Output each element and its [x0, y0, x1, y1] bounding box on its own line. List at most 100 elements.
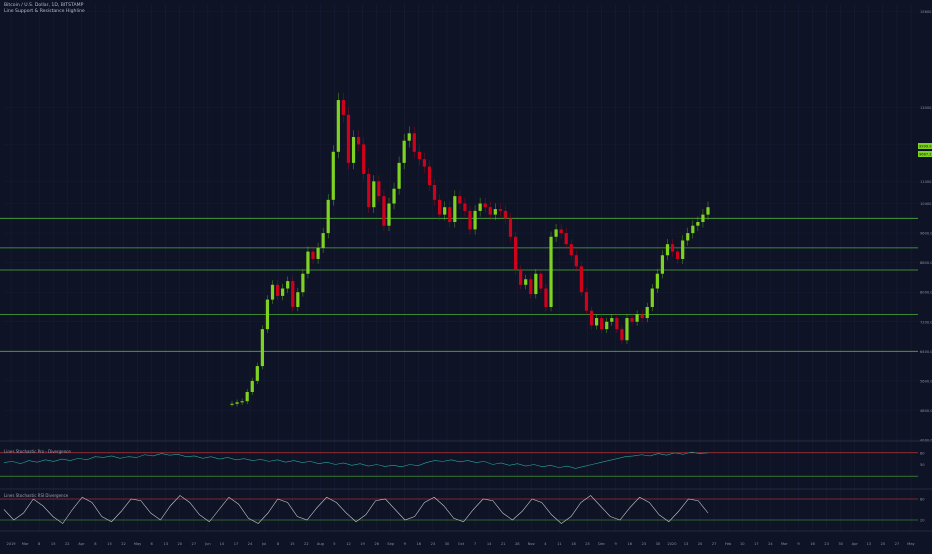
candle-body	[559, 229, 563, 234]
candle-body	[412, 133, 416, 152]
x-tick-label: 20	[881, 542, 886, 546]
x-tick-label: 2020	[667, 542, 677, 546]
x-tick-label: 12	[346, 542, 351, 546]
x-tick-label: 18	[571, 542, 576, 546]
candle-body	[443, 207, 447, 215]
indicator-title: Line Support & Resistance Highline	[4, 9, 85, 14]
candle-body	[529, 279, 533, 295]
candle-body	[488, 207, 492, 215]
candle-body	[519, 270, 523, 285]
price-label-box	[918, 151, 932, 157]
x-tick-label: 22	[304, 542, 309, 546]
candle-body	[564, 233, 568, 245]
candle-body	[245, 391, 249, 402]
candle-body	[432, 185, 437, 200]
candle-body	[701, 214, 705, 222]
candle-body	[600, 318, 604, 330]
candle-body	[367, 173, 371, 208]
x-tick-label: Jun	[204, 542, 211, 546]
x-tick-label: 23	[642, 542, 647, 546]
price-tick-label: 13000.00	[920, 106, 932, 110]
candle-body	[336, 100, 340, 152]
candle-body	[453, 196, 457, 222]
x-tick-label: 10	[220, 542, 225, 546]
candle-body	[377, 181, 381, 197]
x-tick-label: 11	[557, 542, 562, 546]
price-tick-label: 8000.00	[920, 291, 932, 295]
candle-body	[473, 210, 477, 230]
candle-body	[660, 255, 665, 274]
candle-body	[463, 203, 467, 211]
x-tick-label: 26	[374, 542, 379, 546]
candle-body	[387, 203, 391, 226]
candle-body	[356, 137, 361, 145]
candle-body	[255, 366, 259, 381]
current-price-label: 9667.2	[919, 153, 932, 157]
x-tick-label: 22	[121, 542, 126, 546]
x-tick-label: 16	[810, 542, 815, 546]
x-tick-label: Jul	[261, 542, 266, 546]
x-tick-label: 17	[754, 542, 759, 546]
x-tick-label: 19	[360, 542, 365, 546]
candle-body	[610, 318, 614, 322]
candle-body	[417, 151, 421, 160]
osc2-line	[3, 495, 709, 524]
candle-body	[346, 114, 351, 163]
x-tick-label: Feb	[725, 542, 732, 546]
candle-body	[281, 288, 285, 296]
candle-body	[397, 162, 401, 189]
x-tick-label: 27	[712, 542, 717, 546]
candle-body	[594, 318, 599, 326]
candle-body	[615, 318, 619, 330]
candle-body	[635, 314, 639, 322]
x-tick-label: Nov	[528, 542, 536, 546]
x-tick-label: 13	[866, 542, 871, 546]
candle-body	[676, 251, 680, 259]
x-tick-label: 9	[404, 542, 407, 546]
x-tick-label: 27	[895, 542, 900, 546]
candle-body	[351, 137, 356, 163]
x-tick-label: 24	[768, 542, 773, 546]
candle-body	[625, 318, 629, 341]
candle-body	[589, 310, 594, 326]
price-tick-label: 7200.00	[920, 320, 932, 324]
x-tick-label: 22	[65, 542, 70, 546]
x-tick-label: 2019	[6, 542, 16, 546]
x-tick-label: 30	[838, 542, 843, 546]
symbol-title: Bitcoin / U.S. Dollar, 1D, BITSTAMP	[4, 3, 84, 8]
candle-body	[362, 144, 366, 174]
price-tick-label: 15600.00	[920, 10, 932, 14]
x-tick-label: 30	[656, 542, 661, 546]
x-tick-label: 8	[94, 542, 97, 546]
candle-body	[427, 166, 432, 186]
price-tick-label: 4000.00	[920, 439, 932, 443]
candle-body	[250, 380, 254, 392]
x-tick-label: Oct	[458, 542, 465, 546]
candle-body	[341, 100, 346, 115]
x-tick-label: 7	[474, 542, 476, 546]
candle-body	[326, 199, 330, 234]
osc1-line	[3, 451, 709, 469]
x-tick-label: 30	[445, 542, 450, 546]
candle-body	[235, 402, 239, 404]
candle-body	[650, 288, 654, 307]
price-tick-label: 9600.00	[920, 232, 932, 236]
osc2-title: Lines Stochastic RSI Divergence	[4, 493, 69, 498]
x-tick-label: Mar	[22, 542, 29, 546]
x-tick-label: 15	[51, 542, 56, 546]
x-tick-label: May	[907, 542, 915, 546]
osc2-tick: 20	[920, 519, 925, 523]
candle-body	[306, 251, 310, 274]
x-tick-label: 28	[515, 542, 520, 546]
x-tick-label: 17	[234, 542, 239, 546]
candle-body	[605, 321, 609, 330]
candle-body	[316, 247, 320, 259]
candle-body	[291, 281, 295, 307]
x-tick-label: 5	[333, 542, 335, 546]
current-price-label: 9999.9	[919, 145, 932, 149]
candle-body	[498, 209, 502, 211]
x-tick-label: Sep	[387, 542, 394, 546]
candle-body	[620, 329, 624, 341]
price-tick-label: 4800.00	[920, 409, 932, 413]
